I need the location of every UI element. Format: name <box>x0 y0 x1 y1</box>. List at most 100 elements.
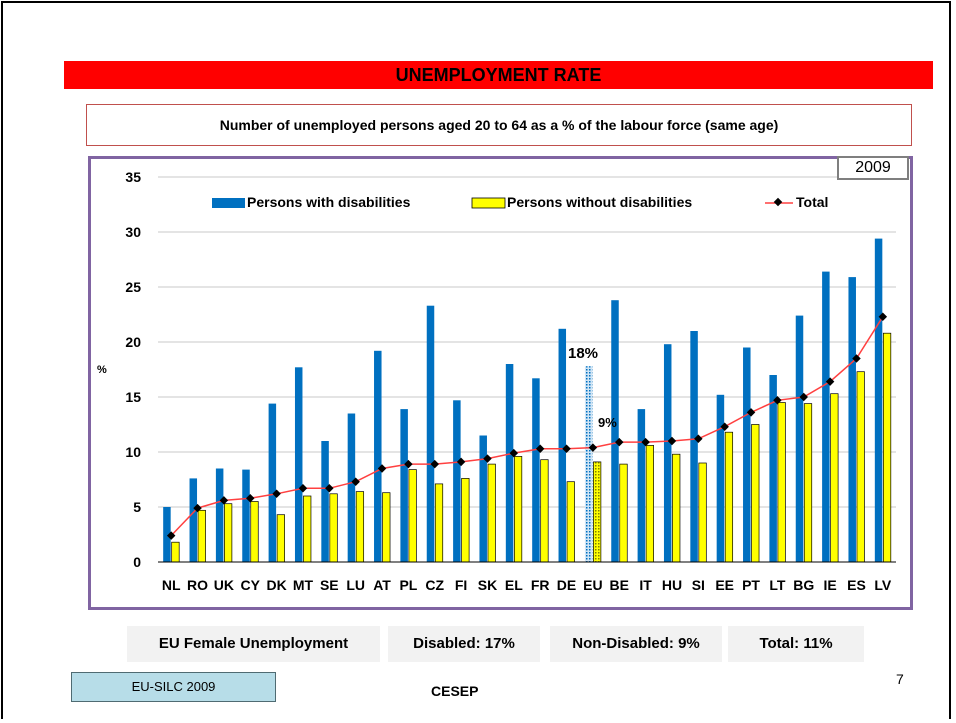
total-point-cz <box>430 459 439 469</box>
annotation-eu-non-disabled: 9% <box>598 415 617 430</box>
bar-non-disabled-de <box>566 481 575 563</box>
bar-disabled-ie <box>822 271 830 562</box>
bar-disabled-si <box>690 331 698 562</box>
bar-disabled-be <box>611 300 619 562</box>
bar-non-disabled-lv <box>882 332 892 563</box>
x-tick-label-de: DE <box>557 577 576 593</box>
total-point-nl <box>166 531 176 540</box>
bar-non-disabled-hu <box>672 453 681 563</box>
bar-disabled-at <box>374 350 382 562</box>
x-tick-label-lt: LT <box>769 577 786 593</box>
y-tick-label: 0 <box>133 554 141 570</box>
bar-non-disabled-ie <box>830 393 839 563</box>
y-tick-label: 30 <box>125 224 141 240</box>
bar-non-disabled-es <box>856 371 865 563</box>
y-tick-label: 15 <box>125 389 141 405</box>
legend-label-disabilities: Persons with disabilities <box>247 194 411 210</box>
bar-non-disabled-pt <box>751 424 760 563</box>
bar-non-disabled-lu <box>355 491 365 563</box>
bar-disabled-lu <box>347 413 356 562</box>
unemployment-bar-chart: 0 5 10 15 20 25 30 35 % NL RO UK CY DK MT SE LU AT PL CZ F… <box>97 169 896 593</box>
bar-disabled-fi <box>453 400 461 562</box>
total-point-it <box>641 437 650 447</box>
bar-non-disabled-dk <box>276 514 285 563</box>
x-tick-label-fr: FR <box>531 577 550 593</box>
bar-disabled-bg <box>795 315 804 562</box>
bar-disabled-mt <box>294 367 303 562</box>
legend-label-no-disabilities: Persons without disabilities <box>507 194 692 210</box>
y-axis-label: % <box>97 364 107 376</box>
x-tick-label-dk: DK <box>266 577 286 593</box>
bar-disabled-lv <box>874 238 883 562</box>
total-point-pt <box>746 408 756 417</box>
x-tick-label-bg: BG <box>793 577 814 593</box>
x-tick-label-be: BE <box>610 577 629 593</box>
x-tick-label-nl: NL <box>162 577 181 593</box>
x-tick-label-se: SE <box>320 577 339 593</box>
y-tick-label: 25 <box>125 279 141 295</box>
footer-non-disabled: Non-Disabled: 9% <box>550 626 722 662</box>
x-tick-label-es: ES <box>847 577 866 593</box>
bar-disabled-ro <box>189 478 198 562</box>
total-point-be <box>615 437 624 447</box>
total-point-uk <box>219 496 229 505</box>
total-point-lu <box>351 477 360 486</box>
x-axis-ticks: NL RO UK CY DK MT SE LU AT PL CZ FI SK EL FR DE EU BE IT HU… <box>162 577 892 593</box>
total-point-mt <box>298 484 308 493</box>
total-point-fr <box>535 444 545 453</box>
x-tick-label-eu: EU <box>583 577 602 593</box>
legend: Persons with disabilities Persons withou… <box>212 194 828 210</box>
bar-non-disabled-cz <box>434 483 444 563</box>
y-axis-ticks: 0 5 10 15 20 25 30 35 <box>125 169 141 570</box>
x-tick-label-pl: PL <box>399 577 417 593</box>
bar-disabled-dk <box>268 403 277 562</box>
bar-non-disabled-el <box>513 456 523 563</box>
total-point-at <box>377 464 387 473</box>
total-point-ee <box>720 422 729 431</box>
x-tick-label-lu: LU <box>346 577 365 593</box>
footer-disabled: Disabled: 17% <box>388 626 540 662</box>
y-tick-label: 35 <box>125 169 141 185</box>
chart-frame <box>88 156 913 610</box>
total-line-path <box>170 316 884 537</box>
source-label: EU-SILC 2009 <box>71 672 276 702</box>
bar-disabled-eu <box>584 366 593 562</box>
bar-non-disabled-it <box>645 445 654 563</box>
bar-disabled-se <box>321 441 329 562</box>
x-tick-label-lv: LV <box>874 577 892 593</box>
total-point-el <box>509 448 519 458</box>
bar-disabled-el <box>505 364 514 562</box>
total-point-si <box>694 434 703 444</box>
chart-subtitle: Number of unemployed persons aged 20 to … <box>86 104 912 146</box>
x-tick-label-sk: SK <box>478 577 497 593</box>
footer-label: EU Female Unemployment <box>127 626 380 662</box>
slide-title: UNEMPLOYMENT RATE <box>64 61 933 89</box>
legend-swatch-disabilities <box>212 198 245 208</box>
total-point-eu <box>588 443 598 452</box>
x-tick-label-fi: FI <box>455 577 467 593</box>
x-tick-label-el: EL <box>505 577 523 593</box>
x-tick-label-it: IT <box>639 577 652 593</box>
x-tick-label-ro: RO <box>187 577 208 593</box>
x-tick-label-mt: MT <box>293 577 314 593</box>
bar-disabled-de <box>558 328 567 562</box>
bar-non-disabled-fr <box>540 459 549 563</box>
bar-non-disabled-si <box>698 462 707 563</box>
legend-swatch-no-disabilities <box>471 197 506 209</box>
bar-disabled-pt <box>743 347 751 562</box>
total-point-pl <box>404 459 413 469</box>
x-tick-label-at: AT <box>373 577 391 593</box>
x-tick-label-cz: CZ <box>425 577 444 593</box>
bar-disabled-uk <box>215 468 224 562</box>
x-tick-label-ie: IE <box>823 577 836 593</box>
bar-disabled-es <box>848 277 856 562</box>
total-point-fi <box>456 457 466 467</box>
bar-disabled-lt <box>769 375 777 562</box>
y-tick-label: 10 <box>125 444 141 460</box>
bar-disabled-hu <box>663 344 672 562</box>
bar-non-disabled-be <box>619 463 628 563</box>
total-point-ie <box>825 377 835 386</box>
bar-disabled-it <box>637 409 646 562</box>
bar-non-disabled-sk <box>487 463 496 563</box>
